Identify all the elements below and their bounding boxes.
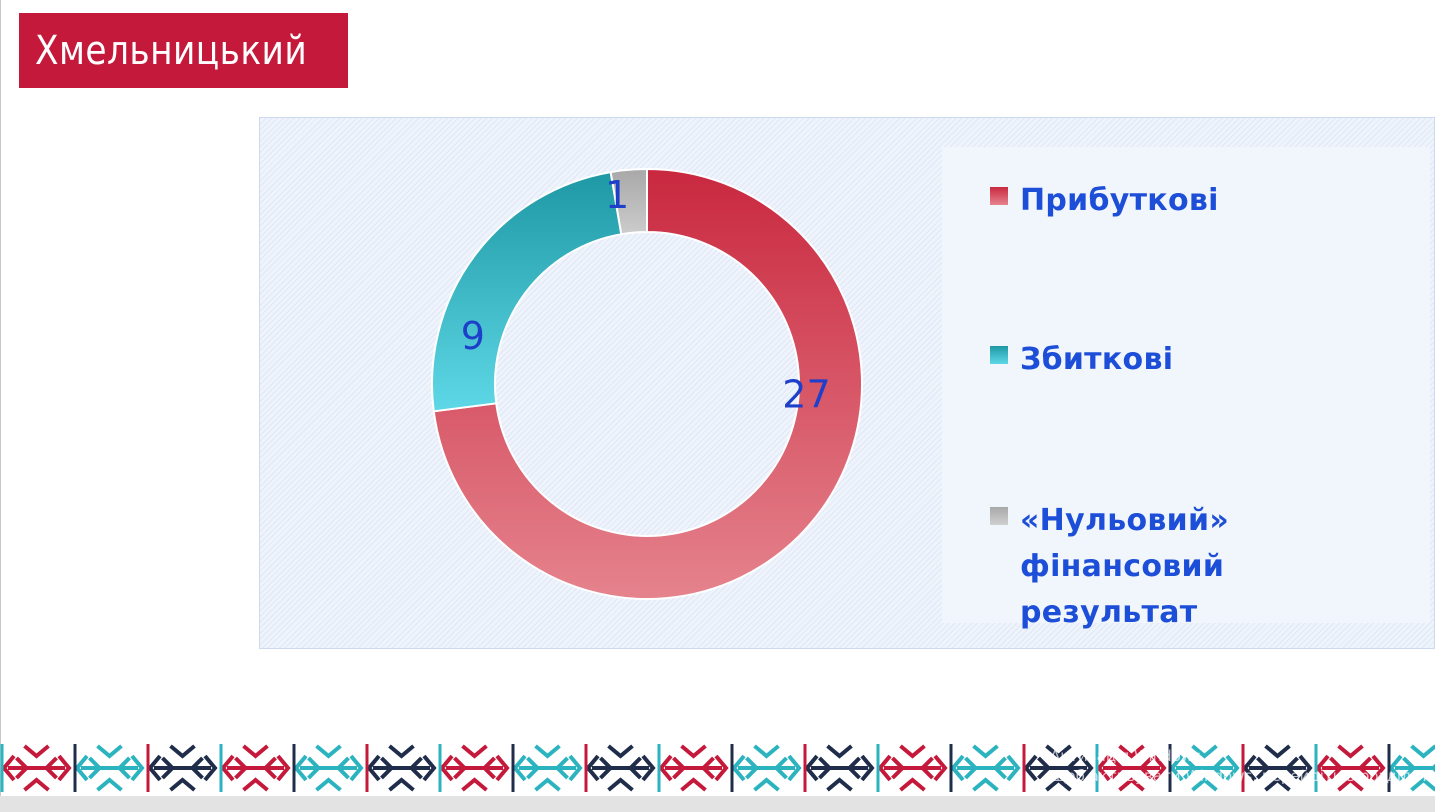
data-label-profit: 27 (782, 372, 830, 416)
legend-item-profit: Прибуткові (990, 178, 1219, 224)
donut-slice-profit (432, 167, 863, 600)
legend-label-profit: Прибуткові (1020, 183, 1219, 218)
ornament-motif-icon (1168, 744, 1240, 792)
folk-ornament-border (0, 744, 1435, 792)
legend-swatch-zero (990, 507, 1008, 525)
donut-slice-loss (431, 170, 623, 413)
watermark-line2: Щоб активувати Windows, перейдіть в розд… (1050, 767, 1435, 785)
ornament-motif-icon (657, 744, 729, 792)
ornament-motif-icon (0, 744, 72, 792)
legend-box (942, 147, 1430, 623)
ornament-motif-icon (146, 744, 218, 792)
donut-slice-zero (609, 167, 648, 236)
logo-text: Хмельницький (35, 27, 308, 74)
ornament-motif-icon (1022, 744, 1094, 792)
ornament-motif-icon (292, 744, 364, 792)
windows-activation-watermark: Активація Windows Щоб активувати Windows… (1050, 746, 1435, 786)
ornament-motif-icon (365, 744, 437, 792)
legend-label-zero: «Нульовий» фінансовий результат (1020, 498, 1435, 636)
ornament-motif-icon (511, 744, 583, 792)
bottom-bar (0, 796, 1435, 812)
city-logo: Хмельницький (19, 13, 348, 88)
ornament-motif-icon (219, 744, 291, 792)
legend-label-zero-line2: результат (1020, 595, 1198, 630)
legend-item-loss: Збиткові (990, 337, 1173, 383)
ornament-motif-icon (584, 744, 656, 792)
ornament-motif-icon (1314, 744, 1386, 792)
legend-swatch-profit (990, 187, 1008, 205)
ornament-motif-icon (1241, 744, 1313, 792)
ornament-motif-icon (438, 744, 510, 792)
legend-label-loss: Збиткові (1020, 342, 1174, 377)
donut-chart: 27 9 1 (431, 167, 863, 600)
ornament-motif-icon (949, 744, 1021, 792)
ornament-motif-icon (730, 744, 802, 792)
watermark-line1: Активація Windows (1050, 747, 1201, 765)
data-label-zero: 1 (605, 173, 629, 217)
data-label-loss: 9 (461, 314, 485, 358)
legend-item-zero: «Нульовий» фінансовий результат (990, 498, 1435, 636)
page-left-border (0, 0, 1, 812)
ornament-motif-icon (1095, 744, 1167, 792)
ornament-motif-icon (876, 744, 948, 792)
ornament-motif-icon (1387, 744, 1435, 792)
ornament-motif-icon (73, 744, 145, 792)
legend-label-zero-line1: «Нульовий» фінансовий (1020, 503, 1230, 584)
legend-swatch-loss (990, 346, 1008, 364)
ornament-motif-icon (803, 744, 875, 792)
